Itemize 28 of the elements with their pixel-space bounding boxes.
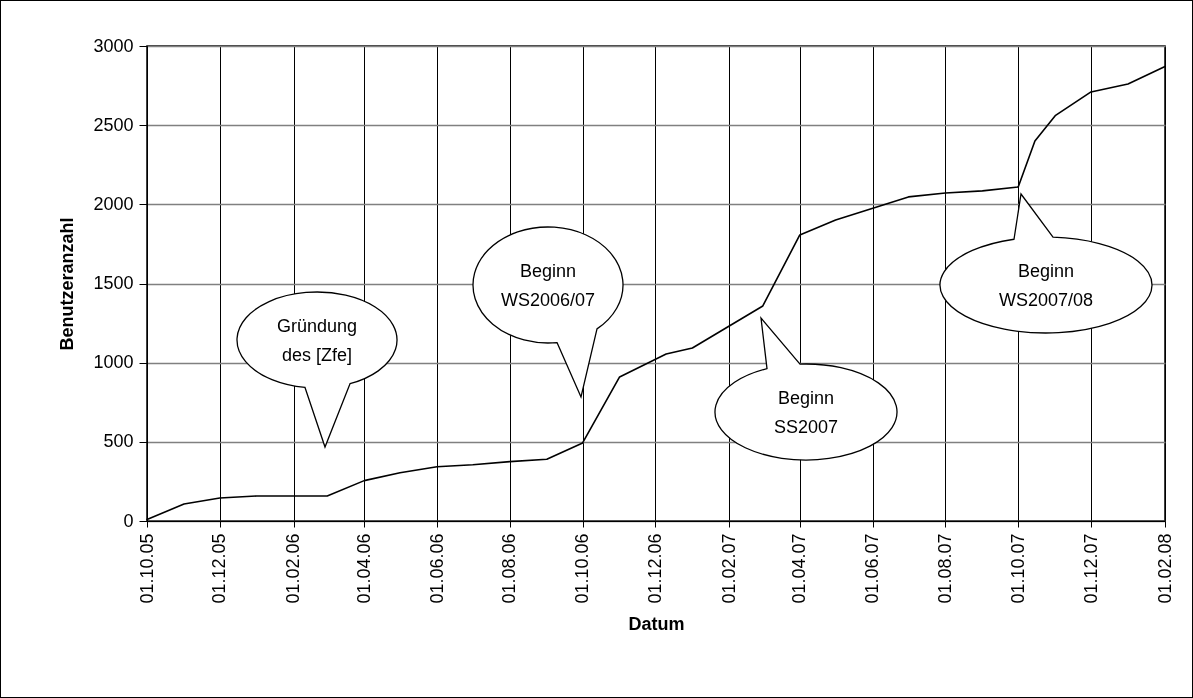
- annotation: Beginn SS2007: [773, 387, 839, 437]
- y-tick-label: 1500: [93, 273, 134, 293]
- x-tick-label: 01.10.07: [1007, 533, 1028, 604]
- y-tick-label: 2000: [93, 193, 134, 214]
- x-tick-label: 01.04.07: [789, 533, 810, 604]
- x-tick-label: 01.12.07: [1080, 533, 1101, 604]
- x-tick-label: 01.12.05: [209, 533, 230, 604]
- x-tick-label: 01.02.07: [718, 533, 739, 604]
- x-tick-label: 01.04.06: [353, 533, 374, 604]
- annotation: Beginn WS2006/07: [500, 260, 596, 310]
- x-tick-label: 01.08.07: [934, 533, 955, 604]
- x-tick-label: 01.06.06: [426, 533, 447, 604]
- y-axis-title: Benutzeranzahl: [57, 217, 78, 351]
- x-tick-label: 01.06.07: [862, 533, 883, 604]
- annotation: Beginn WS2007/08: [998, 260, 1094, 310]
- y-tick-label: 2500: [93, 114, 134, 135]
- x-tick-label: 01.10.05: [136, 533, 157, 604]
- y-tick-label: 3000: [93, 35, 134, 56]
- x-tick-label: 01.10.06: [572, 533, 593, 604]
- y-tick-label: 0: [123, 510, 134, 531]
- x-tick-label: 01.02.08: [1154, 533, 1175, 604]
- y-tick-label: 500: [103, 431, 134, 452]
- annotation: Gründung des [Zfe]: [276, 315, 358, 365]
- x-tick-label: 01.08.06: [499, 533, 520, 604]
- y-tick-label: 1000: [93, 352, 134, 373]
- x-axis-title: Datum: [628, 613, 685, 634]
- x-tick-label: 01.12.06: [644, 533, 665, 604]
- x-tick-label: 01.02.06: [283, 533, 304, 604]
